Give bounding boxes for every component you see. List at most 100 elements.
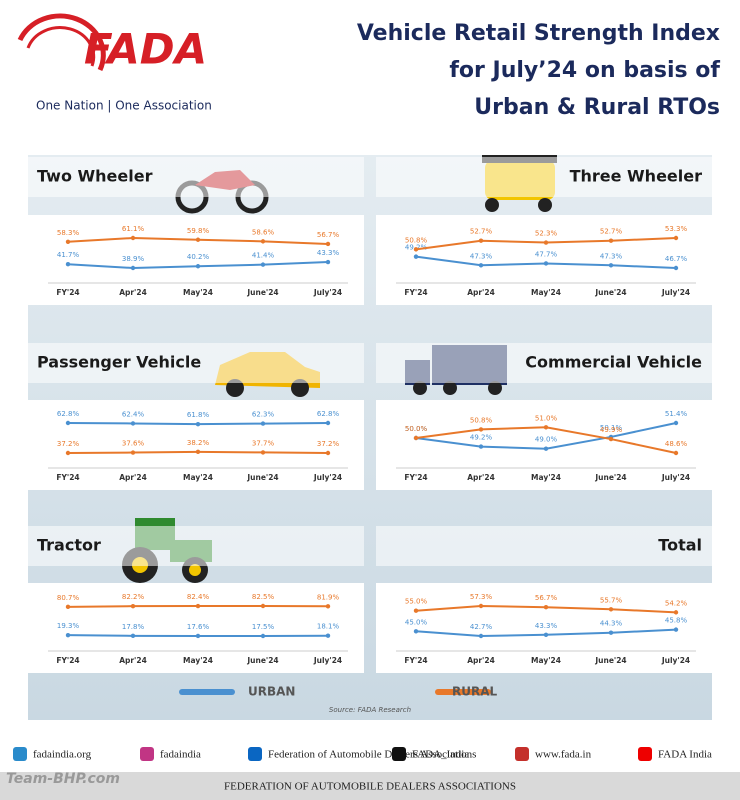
data-point	[413, 254, 419, 259]
data-point	[413, 629, 419, 634]
value-label: 56.7%	[535, 594, 558, 602]
data-point	[130, 235, 136, 241]
value-label: 47.3%	[470, 252, 493, 260]
value-label: 38.2%	[187, 439, 210, 447]
chart-title: Commercial Vehicle	[525, 353, 702, 372]
data-point	[673, 627, 679, 632]
value-label: 82.5%	[252, 593, 275, 601]
value-label: 53.3%	[665, 225, 688, 233]
data-point	[260, 603, 266, 609]
data-point	[478, 263, 484, 268]
value-label: 62.8%	[57, 410, 80, 418]
footer-icon	[140, 747, 154, 761]
value-label: 43.3%	[535, 622, 558, 630]
data-point	[325, 259, 331, 265]
value-label: 42.7%	[470, 623, 493, 631]
data-point	[673, 420, 679, 426]
data-point	[673, 610, 679, 615]
footer-icon	[638, 747, 652, 761]
value-label: 58.6%	[252, 228, 275, 236]
data-point	[413, 608, 419, 613]
data-point	[65, 262, 71, 267]
footer-link: www.fada.in	[535, 749, 592, 761]
title-line: for July’24 on basis of	[449, 58, 720, 83]
title-band	[376, 343, 712, 383]
value-label: 56.7%	[317, 231, 340, 239]
x-tick-label: FY'24	[56, 473, 79, 482]
data-point	[413, 435, 419, 441]
x-tick-label: FY'24	[56, 656, 79, 665]
x-tick-label: July'24	[661, 656, 690, 665]
footer-link: Federation of Automobile Dealers Associa…	[268, 749, 476, 761]
value-label: 61.1%	[122, 225, 145, 233]
value-label: 44.3%	[600, 620, 623, 628]
x-tick-label: FY'24	[404, 656, 427, 665]
value-label: 55.0%	[405, 598, 428, 606]
value-label: 49.2%	[470, 434, 493, 442]
data-point	[608, 436, 614, 442]
x-tick-label: July'24	[313, 656, 342, 665]
footer-link: fadaindia	[160, 749, 201, 761]
chart-title: Total	[658, 536, 702, 555]
value-label: 61.8%	[187, 411, 210, 419]
legend-label: URBAN	[248, 685, 295, 699]
chart-box	[28, 400, 364, 490]
data-point	[65, 420, 71, 426]
value-label: 50.0%	[405, 425, 428, 433]
footer-icon	[515, 747, 529, 761]
x-tick-label: June'24	[594, 288, 626, 297]
chart-title: Three Wheeler	[570, 167, 703, 186]
data-point	[673, 235, 679, 241]
value-label: 62.3%	[252, 411, 275, 419]
x-tick-label: FY'24	[56, 288, 79, 297]
source: Source: FADA Research	[329, 706, 411, 714]
value-label: 37.2%	[317, 440, 340, 448]
data-point	[195, 237, 201, 242]
data-point	[543, 240, 549, 245]
data-point	[195, 449, 201, 455]
x-tick-label: Apr'24	[119, 656, 147, 665]
value-label: 17.8%	[122, 623, 145, 631]
x-tick-label: May'24	[531, 656, 561, 665]
legend-label: RURAL	[452, 685, 498, 699]
value-label: 46.7%	[665, 255, 688, 263]
value-label: 57.3%	[470, 593, 493, 601]
data-point	[195, 264, 201, 269]
data-point	[325, 633, 331, 638]
footer-link: fadaindia.org	[33, 749, 92, 761]
value-label: 18.1%	[317, 623, 340, 631]
x-tick-label: Apr'24	[467, 288, 495, 297]
data-point	[260, 450, 266, 455]
banner: FEDERATION OF AUTOMOBILE DEALERS ASSOCIA…	[224, 781, 516, 793]
data-point	[65, 632, 71, 638]
value-label: 38.9%	[122, 255, 145, 263]
value-label: 81.9%	[317, 593, 340, 601]
data-point	[325, 450, 331, 456]
data-point	[325, 604, 331, 609]
value-label: 48.6%	[665, 440, 688, 448]
value-label: 37.6%	[122, 440, 145, 448]
data-point	[413, 247, 419, 252]
logo: FADA	[17, 13, 207, 74]
value-label: 47.3%	[600, 252, 623, 260]
data-point	[478, 603, 484, 609]
data-point	[260, 421, 266, 426]
footer-icon	[392, 747, 406, 761]
data-point	[130, 603, 136, 609]
data-point	[130, 633, 136, 639]
data-point	[260, 262, 266, 267]
x-tick-label: July'24	[661, 288, 690, 297]
x-tick-label: May'24	[183, 473, 213, 482]
chart-box	[376, 215, 712, 305]
data-point	[195, 421, 201, 427]
data-point	[65, 239, 71, 244]
value-label: 82.4%	[187, 593, 210, 601]
value-label: 54.2%	[665, 599, 688, 607]
data-point	[325, 420, 331, 426]
data-point	[195, 633, 201, 639]
value-label: 45.8%	[665, 617, 688, 625]
chart-title: Two Wheeler	[37, 167, 153, 186]
data-point	[478, 444, 484, 449]
x-tick-label: May'24	[183, 288, 213, 297]
